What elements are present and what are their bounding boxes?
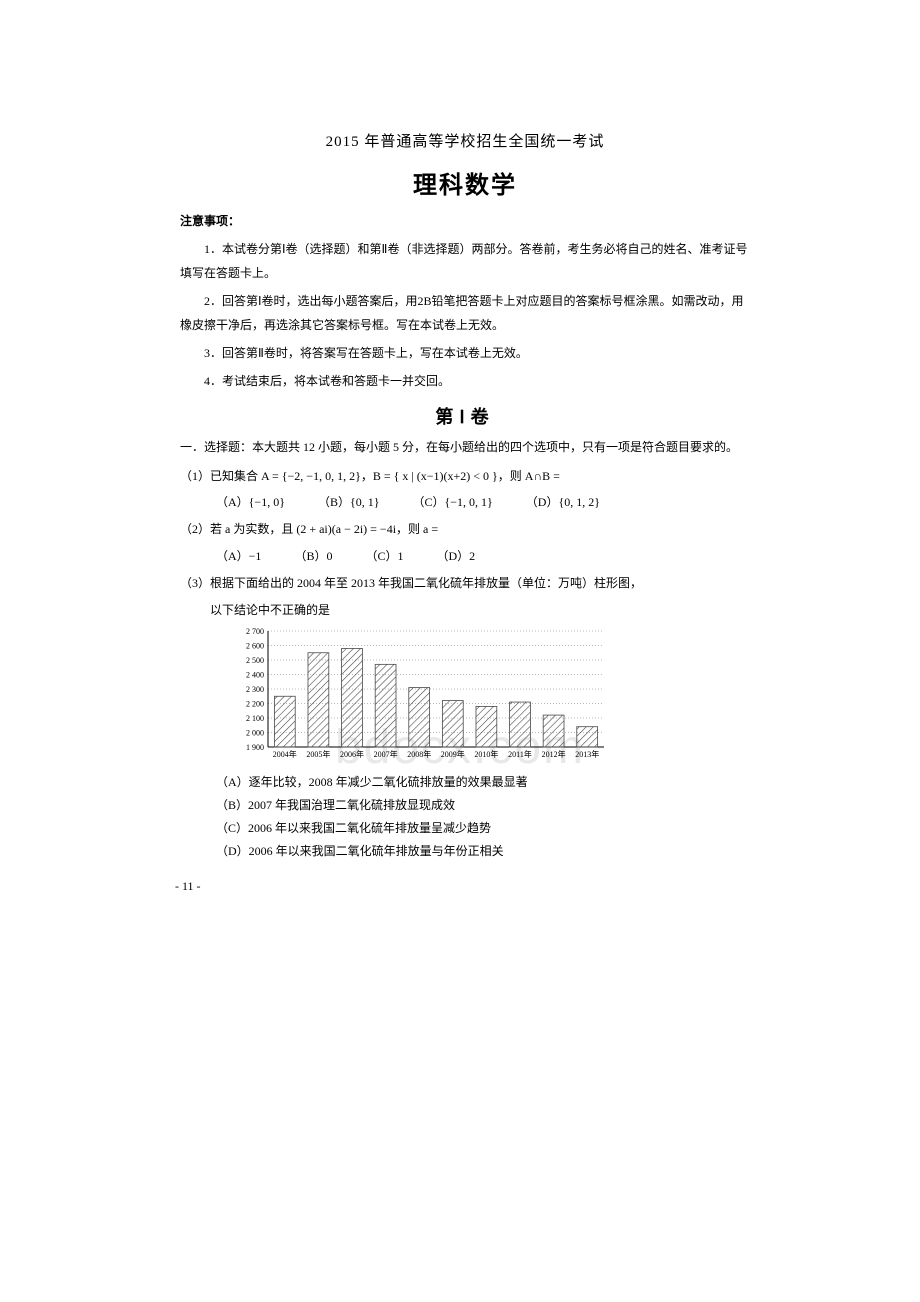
question-2-options: （A）−1 （B）0 （C）1 （D）2 (180, 545, 750, 568)
q2-opt-b: （B）0 (294, 545, 332, 568)
q2-opt-c: （C）1 (365, 545, 403, 568)
svg-text:2004年: 2004年 (273, 749, 297, 759)
q3-opt-b: （B）2007 年我国治理二氧化硫排放显现成效 (180, 794, 750, 817)
svg-text:2013年: 2013年 (575, 749, 599, 759)
svg-text:2 100: 2 100 (246, 714, 264, 723)
exam-title-line1: 2015 年普通高等学校招生全国统一考试 (180, 130, 750, 151)
question-3-sub: 以下结论中不正确的是 (180, 599, 750, 622)
q1-opt-d: （D）{0, 1, 2} (526, 491, 600, 514)
notice-label: 注意事项： (180, 212, 750, 229)
svg-text:2011年: 2011年 (508, 749, 532, 759)
bar-chart: 1 900 2 000 2 100 2 200 2 300 2 400 2 500 2 600… (180, 625, 750, 765)
page-number: - 11 - (175, 879, 750, 894)
svg-text:2010年: 2010年 (474, 749, 498, 759)
svg-text:2006年: 2006年 (340, 749, 364, 759)
notice-item-3: 3．回答第Ⅱ卷时，将答案写在答题卡上，写在本试卷上无效。 (180, 341, 750, 365)
svg-text:2 600: 2 600 (246, 642, 264, 651)
question-3: （3）根据下面给出的 2004 年至 2013 年我国二氧化硫年排放量（单位：万… (180, 572, 750, 595)
q3-opt-a: （A）逐年比较，2008 年减少二氧化硫排放量的效果最显著 (180, 771, 750, 794)
exam-title-line2: 理科数学 (180, 165, 750, 200)
notice-item-4: 4．考试结束后，将本试卷和答题卡一并交回。 (180, 369, 750, 393)
q3-opt-d: （D）2006 年以来我国二氧化硫年排放量与年份正相关 (180, 840, 750, 863)
svg-text:2 300: 2 300 (246, 685, 264, 694)
q1-opt-c: （C）{−1, 0, 1} (413, 491, 493, 514)
exam-page: 2015 年普通高等学校招生全国统一考试 理科数学 注意事项： 1．本试卷分第Ⅰ… (0, 0, 920, 894)
q1-opt-b: （B）{0, 1} (318, 491, 380, 514)
svg-text:2007年: 2007年 (374, 749, 398, 759)
section-intro: 一．选择题：本大题共 12 小题，每小题 5 分，在每小题给出的四个选项中，只有… (180, 437, 750, 459)
question-2: （2）若 a 为实数，且 (2 + ai)(a − 2i) = −4i，则 a … (180, 518, 750, 541)
notice-item-2: 2．回答第Ⅰ卷时，选出每小题答案后，用2B铅笔把答题卡上对应题目的答案标号框涂黑… (180, 289, 750, 337)
section-title: 第Ⅰ卷 (180, 403, 750, 429)
svg-text:2008年: 2008年 (407, 749, 431, 759)
svg-text:2 400: 2 400 (246, 671, 264, 680)
svg-text:2012年: 2012年 (542, 749, 566, 759)
svg-text:2 200: 2 200 (246, 700, 264, 709)
svg-text:2005年: 2005年 (306, 749, 330, 759)
svg-text:2009年: 2009年 (441, 749, 465, 759)
svg-text:1 900: 1 900 (246, 743, 264, 752)
question-1-options: （A）{−1, 0} （B）{0, 1} （C）{−1, 0, 1} （D）{0… (180, 491, 750, 514)
svg-text:2 000: 2 000 (246, 729, 264, 738)
q3-opt-c: （C）2006 年以来我国二氧化硫年排放量呈减少趋势 (180, 817, 750, 840)
notice-item-1: 1．本试卷分第Ⅰ卷（选择题）和第Ⅱ卷（非选择题）两部分。答卷前，考生务必将自己的… (180, 237, 750, 285)
q2-opt-a: （A）−1 (216, 545, 261, 568)
svg-text:2 700: 2 700 (246, 627, 264, 636)
svg-text:2 500: 2 500 (246, 656, 264, 665)
q2-opt-d: （D）2 (436, 545, 475, 568)
question-1: （1）已知集合 A = {−2, −1, 0, 1, 2}，B = { x | … (180, 465, 750, 488)
q1-opt-a: （A）{−1, 0} (216, 491, 285, 514)
chart-svg: 1 900 2 000 2 100 2 200 2 300 2 400 2 500 2 600… (228, 625, 608, 765)
